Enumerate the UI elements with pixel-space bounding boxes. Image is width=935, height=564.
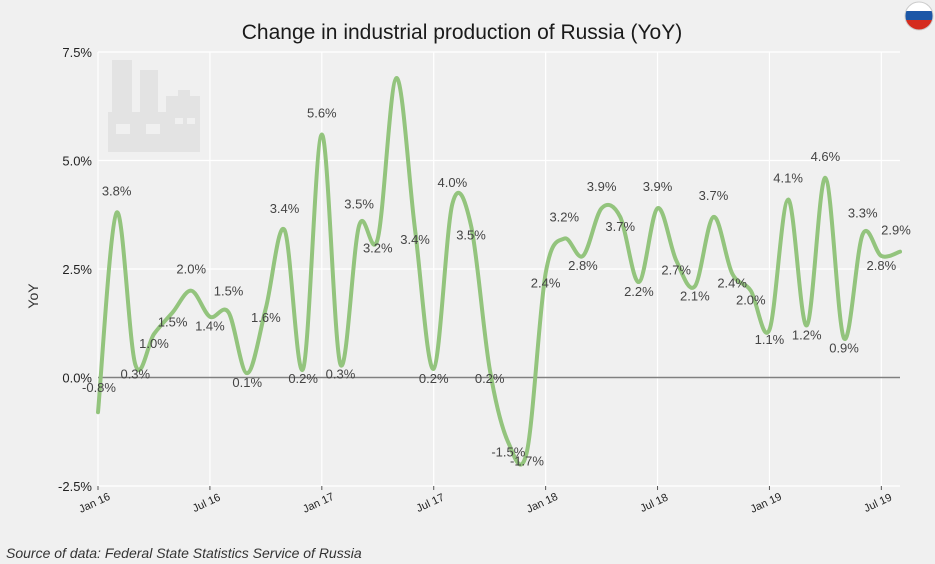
data-label: 3.9%: [643, 179, 673, 194]
x-tick-label: Jan 16: [77, 491, 112, 516]
data-label: 2.8%: [568, 258, 598, 273]
x-tick-label: Jan 18: [525, 491, 560, 516]
data-label: 4.6%: [811, 149, 841, 164]
data-label: 3.9%: [587, 179, 617, 194]
data-label: 2.0%: [176, 262, 206, 277]
chart-title: Change in industrial production of Russi…: [242, 21, 682, 44]
data-label: 0.2%: [475, 371, 505, 386]
data-label: 2.4%: [717, 275, 747, 290]
data-label: 2.1%: [680, 288, 710, 303]
y-tick-label: 5.0%: [62, 154, 92, 169]
data-label: 3.5%: [344, 197, 374, 212]
data-label: 2.4%: [531, 275, 561, 290]
data-label: 3.4%: [400, 232, 430, 247]
y-tick-label: 2.5%: [62, 262, 92, 277]
data-label: 2.0%: [736, 293, 766, 308]
factory-icon: [108, 60, 200, 152]
data-label: 4.0%: [438, 175, 468, 190]
data-label: 3.3%: [848, 205, 878, 220]
data-label: 1.0%: [139, 336, 169, 351]
x-tick-label: Jul 18: [638, 492, 670, 515]
data-label: -1.5%: [491, 445, 525, 460]
data-label: 3.7%: [699, 188, 729, 203]
data-label: 0.9%: [829, 340, 859, 355]
y-tick-label: 0.0%: [62, 371, 92, 386]
data-label: 2.7%: [661, 262, 691, 277]
data-label: 3.7%: [605, 219, 635, 234]
data-label: 0.3%: [120, 366, 150, 381]
x-tick-label: Jul 16: [191, 492, 223, 515]
data-label: 0.2%: [419, 371, 449, 386]
data-label: -0.8%: [82, 380, 116, 395]
data-label: 3.8%: [102, 184, 132, 199]
data-label: 1.1%: [755, 332, 785, 347]
data-label: 1.5%: [214, 283, 244, 298]
data-label: 5.6%: [307, 105, 337, 120]
data-label: 0.2%: [288, 371, 318, 386]
data-label: 3.2%: [549, 210, 579, 225]
x-tick-label: Jan 17: [301, 491, 336, 516]
x-tick-label: Jan 19: [749, 491, 784, 516]
data-label: 3.5%: [456, 228, 486, 243]
y-axis-label: YoY: [25, 283, 41, 309]
data-label: 0.1%: [232, 375, 262, 390]
data-label: 1.4%: [195, 319, 225, 334]
data-label: 3.2%: [363, 241, 393, 256]
data-labels: -0.8% 3.8% 0.3% 1.0% 1.5% 2.0% 1.4% 1.5% 0.1% 1.6…: [82, 105, 911, 468]
data-label: -1.7%: [510, 453, 544, 468]
data-label: 0.3%: [326, 366, 356, 381]
data-label: 2.2%: [624, 284, 654, 299]
y-tick-label: 7.5%: [62, 45, 92, 60]
russia-flag-icon: [904, 1, 934, 31]
series-line: [96, 76, 902, 467]
x-tick-label: Jul 19: [862, 492, 894, 515]
data-label: 1.5%: [158, 314, 188, 329]
source-note: Source of data: Federal State Statistics…: [6, 545, 362, 561]
y-tick-label: -2.5%: [58, 479, 92, 494]
data-label: 2.8%: [867, 258, 897, 273]
data-label: 4.1%: [773, 171, 803, 186]
x-tick-label: Jul 17: [415, 492, 447, 515]
data-label: 2.9%: [881, 223, 911, 238]
data-label: 3.4%: [270, 201, 300, 216]
data-label: 1.6%: [251, 310, 281, 325]
data-label: 1.2%: [792, 327, 822, 342]
